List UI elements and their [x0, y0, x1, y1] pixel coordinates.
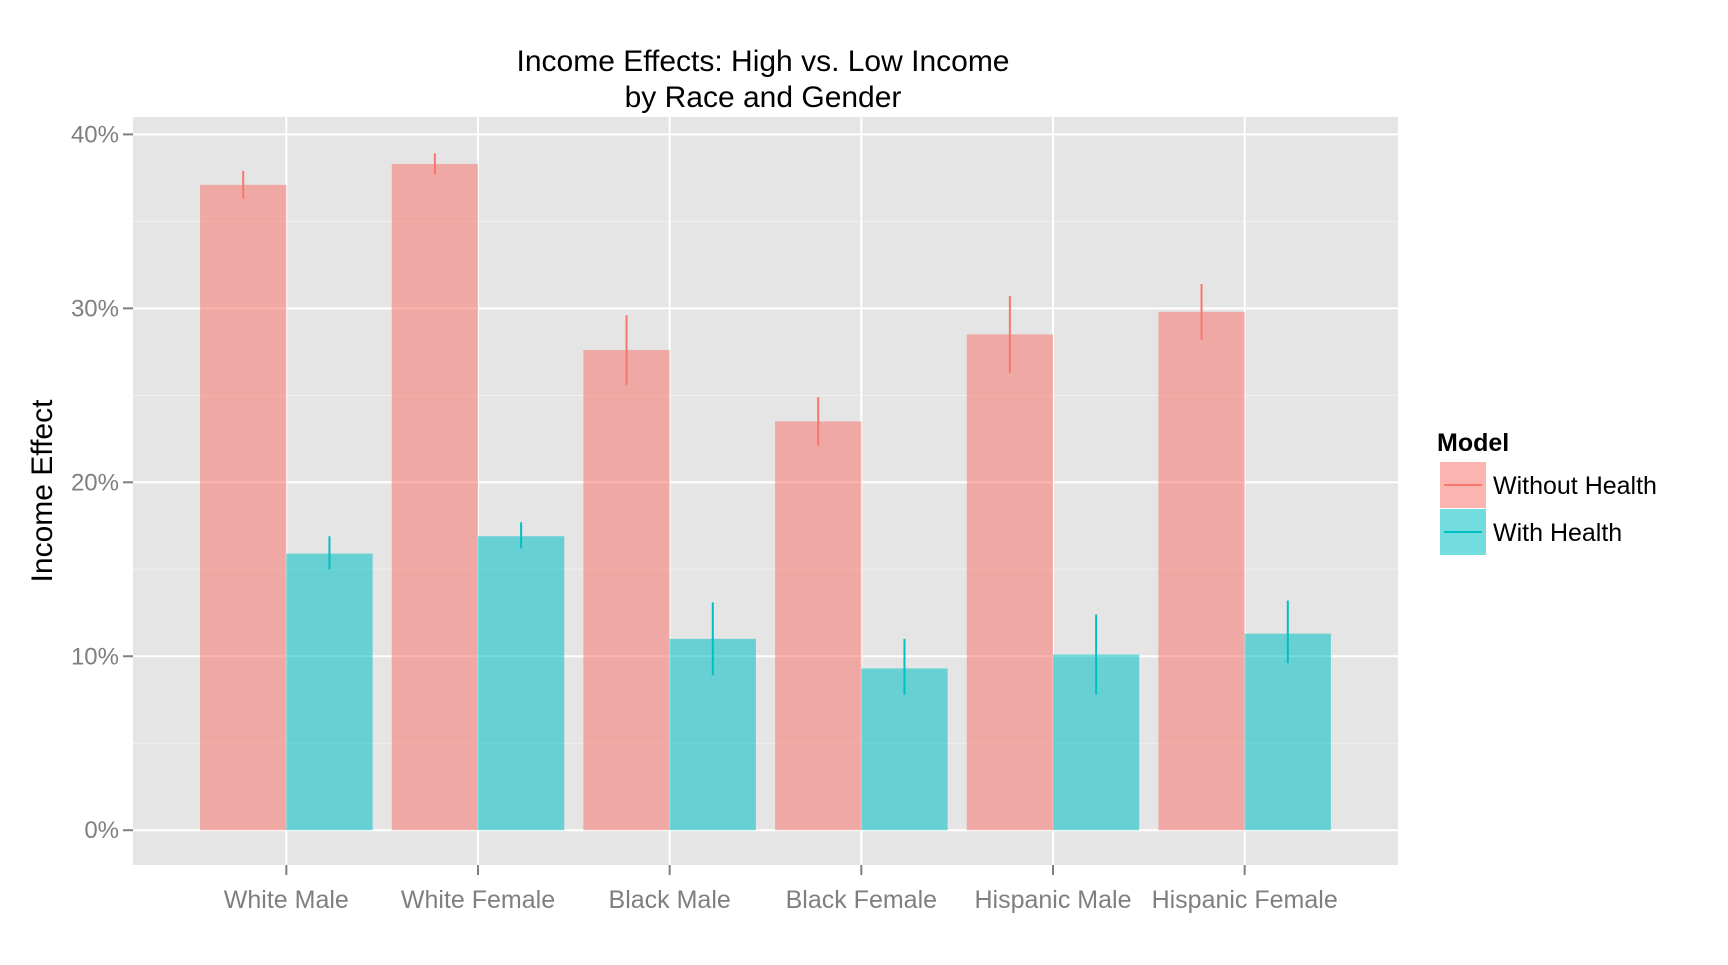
bar-with-health: [1244, 633, 1331, 831]
bar-without-health: [775, 421, 862, 831]
errorbars-layer: [242, 153, 1289, 695]
bar-without-health: [1158, 311, 1245, 831]
chart-subtitle: by Race and Gender: [625, 81, 902, 114]
y-tick-label: 10%: [71, 643, 119, 670]
x-tick-label: Black Female: [786, 886, 937, 914]
y-tick-label: 40%: [71, 121, 119, 148]
bar-without-health: [200, 184, 287, 831]
bar-without-health: [966, 334, 1053, 831]
y-tick-label: 0%: [84, 817, 119, 844]
legend-label: With Health: [1493, 519, 1622, 547]
legend-label: Without Health: [1493, 472, 1657, 500]
legend: Model Without Health With Health: [1437, 429, 1657, 555]
bar-without-health: [583, 350, 670, 831]
y-axis-label: Income Effect: [26, 399, 59, 583]
bar-without-health: [391, 163, 478, 831]
axes-layer: 0% 10% 20% 30% 40% White Male White Female Blac…: [71, 121, 1338, 914]
y-tick-label: 20%: [71, 469, 119, 496]
x-tick-label: White Female: [401, 886, 555, 914]
bar-with-health: [478, 536, 565, 831]
bars-layer: [200, 163, 1331, 831]
y-tick-label: 30%: [71, 295, 119, 322]
x-tick-label: White Male: [224, 886, 349, 914]
chart-title: Income Effects: High vs. Low Income: [517, 45, 1010, 78]
x-tick-label: Hispanic Female: [1152, 886, 1338, 914]
legend-title: Model: [1437, 429, 1509, 457]
bar-with-health: [286, 553, 373, 831]
legend-items: Without Health With Health: [1440, 462, 1657, 555]
x-tick-label: Hispanic Male: [974, 886, 1131, 914]
x-tick-label: Black Male: [609, 886, 731, 914]
bar-with-health: [861, 668, 948, 831]
